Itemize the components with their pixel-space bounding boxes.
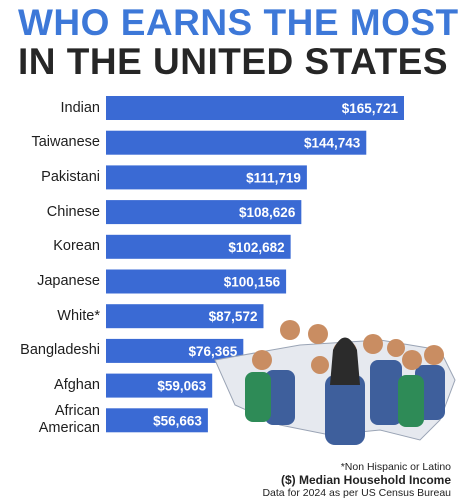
bar [106, 130, 367, 155]
category-label: Indian [60, 99, 100, 116]
illustration [214, 320, 456, 445]
chart-title: WHO EARNS THE MOST [18, 2, 459, 43]
bar [106, 200, 302, 225]
value-label: $56,663 [153, 413, 202, 428]
value-label: $108,626 [239, 205, 296, 220]
category-label: African American [38, 403, 100, 437]
value-label: $111,719 [246, 170, 301, 185]
bar [106, 269, 287, 294]
value-label: $165,721 [342, 101, 399, 116]
footnote: *Non Hispanic or Latino [340, 461, 451, 473]
bar [106, 234, 291, 259]
source-note: Data for 2024 as per US Census Bureau [262, 487, 451, 499]
value-label: $59,063 [157, 379, 206, 394]
bar [106, 304, 264, 329]
bar [106, 408, 208, 433]
category-label: Bangladeshi [20, 342, 100, 359]
bar [106, 373, 213, 398]
chart-subtitle: IN THE UNITED STATES [18, 41, 449, 82]
category-label: White* [57, 307, 100, 324]
value-label: $87,572 [209, 309, 258, 324]
category-label: Taiwanese [31, 134, 100, 151]
value-label: $102,682 [228, 240, 284, 255]
category-label: Korean [53, 238, 100, 255]
value-label: $76,365 [189, 344, 238, 359]
value-label: $144,743 [304, 136, 361, 151]
category-label: Afghan [54, 377, 100, 394]
value-label: $100,156 [224, 275, 281, 290]
unit-note: ($) Median Household Income [280, 473, 451, 487]
bar [106, 96, 404, 120]
bar [106, 165, 307, 190]
category-label: Japanese [37, 273, 100, 289]
category-label: Chinese [46, 203, 100, 220]
category-label: Pakistani [41, 168, 100, 185]
